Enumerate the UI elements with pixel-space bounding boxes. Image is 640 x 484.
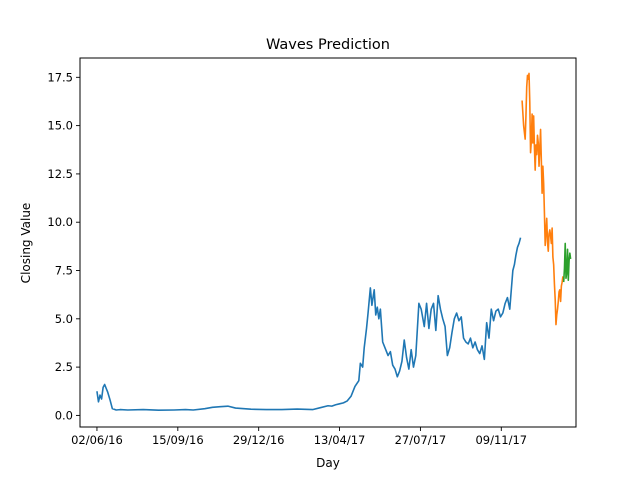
y-tick-label: 2.5 bbox=[55, 360, 73, 374]
x-axis-label: Day bbox=[316, 456, 340, 470]
y-tick-label: 12.5 bbox=[47, 167, 73, 181]
series-line-2 bbox=[521, 72, 564, 326]
y-axis-label: Closing Value bbox=[19, 203, 33, 284]
x-tick-label: 27/07/17 bbox=[395, 433, 447, 447]
y-tick-label: 17.5 bbox=[47, 70, 73, 84]
y-tick-label: 0.0 bbox=[55, 408, 73, 422]
y-tick-label: 15.0 bbox=[47, 119, 73, 133]
plot-series bbox=[96, 72, 572, 411]
series-line-1 bbox=[96, 237, 522, 411]
x-tick-label: 02/06/16 bbox=[71, 433, 123, 447]
y-tick-label: 7.5 bbox=[55, 264, 73, 278]
plot-frame bbox=[79, 57, 577, 428]
x-axis-ticks: 02/06/16 15/09/16 29/12/16 13/04/17 27/07/17… bbox=[71, 427, 527, 447]
x-tick-label: 09/11/17 bbox=[475, 433, 527, 447]
x-tick-label: 13/04/17 bbox=[314, 433, 366, 447]
y-tick-label: 10.0 bbox=[47, 215, 73, 229]
chart-title: Waves Prediction bbox=[266, 37, 390, 53]
x-tick-label: 29/12/16 bbox=[233, 433, 285, 447]
x-tick-label: 15/09/16 bbox=[152, 433, 204, 447]
y-axis-ticks: 0.0 2.5 5.0 7.5 10.0 12.5 15.0 17.5 bbox=[47, 70, 80, 422]
series-line-3 bbox=[562, 242, 572, 283]
y-tick-label: 5.0 bbox=[55, 312, 73, 326]
